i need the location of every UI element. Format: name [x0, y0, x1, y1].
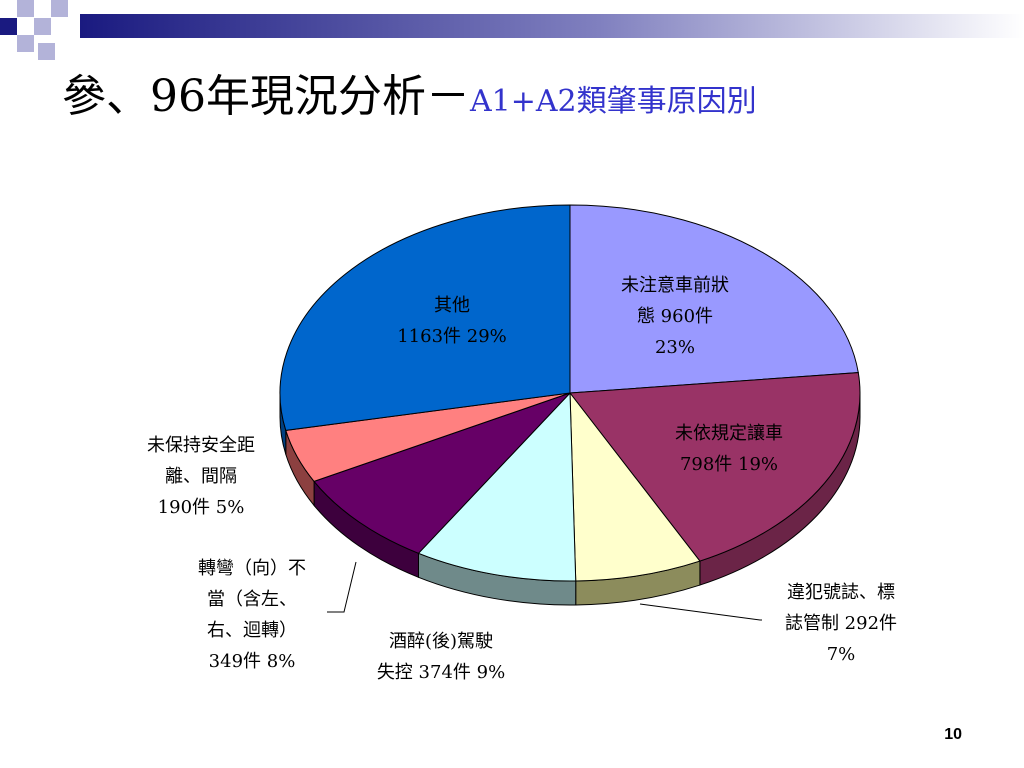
pie-slice	[569, 204, 859, 394]
corner-decoration	[0, 0, 68, 60]
slice-label-line: 其他	[434, 295, 470, 316]
slice-data-label: 酒醉(後)駕駛 失控 374件 9%	[351, 626, 531, 688]
slice-label-line: 7%	[826, 644, 856, 665]
page-number: 10	[944, 726, 962, 743]
slice-data-label: 未依規定讓車 798件 19%	[639, 418, 819, 480]
slice-data-label: 違犯號誌、標 誌管制 292件 7%	[751, 577, 931, 670]
slice-label-line: 失控 374件 9%	[376, 662, 506, 683]
deco-square	[17, 35, 34, 52]
deco-square	[51, 0, 68, 17]
slice-label-line: 當（含左、	[207, 589, 297, 610]
title-main: 參、96年現況分析－	[62, 71, 470, 122]
slice-data-label: 轉彎（向）不 當（含左、右、迴轉） 349件 8%	[162, 553, 342, 677]
pie-slice	[569, 372, 861, 562]
pie-slice	[417, 391, 577, 582]
slice-label-line: 190件 5%	[157, 497, 245, 518]
slice-label-line: 誌管制 292件	[784, 613, 898, 634]
slice-label-line: 違犯號誌、標	[787, 582, 895, 603]
slice-label-line: 轉彎（向）不	[198, 558, 306, 579]
slice-label-line: 未注意車前狀	[621, 275, 729, 296]
slice-label-line: 態 960件	[636, 306, 714, 327]
title-bar-gradient	[80, 14, 1024, 38]
slice-label-line: 離、間隔	[165, 466, 237, 487]
slice-label-line: 未依規定讓車	[675, 423, 783, 444]
slice-data-label: 其他 1163件 29%	[362, 290, 542, 352]
slice-label-line: 23%	[654, 337, 695, 358]
slice-label-line: 右、迴轉）	[207, 620, 297, 641]
slice-label-line: 1163件 29%	[397, 326, 507, 347]
deco-square	[34, 18, 51, 35]
slice-label-line: 未保持安全距	[147, 435, 255, 456]
label-leader-line	[327, 561, 357, 613]
slice-data-label: 未注意車前狀態 960件 23%	[585, 270, 765, 363]
page-title: 參、96年現況分析－A1+A2類肇事原因別	[62, 60, 757, 124]
deco-square	[0, 18, 17, 35]
slice-label-line: 349件 8%	[208, 651, 296, 672]
pie-slice	[569, 391, 701, 582]
label-leader-line	[639, 603, 762, 621]
slice-data-label: 未保持安全距 離、間隔 190件 5%	[111, 430, 291, 523]
title-sub: A1+A2類肇事原因別	[470, 84, 757, 119]
pie-slice	[279, 204, 571, 431]
slice-label-line: 酒醉(後)駕駛	[388, 631, 494, 652]
deco-square	[38, 43, 55, 60]
pie-slice	[313, 392, 571, 554]
slice-label-line: 798件 19%	[679, 454, 779, 475]
deco-square	[17, 0, 34, 17]
